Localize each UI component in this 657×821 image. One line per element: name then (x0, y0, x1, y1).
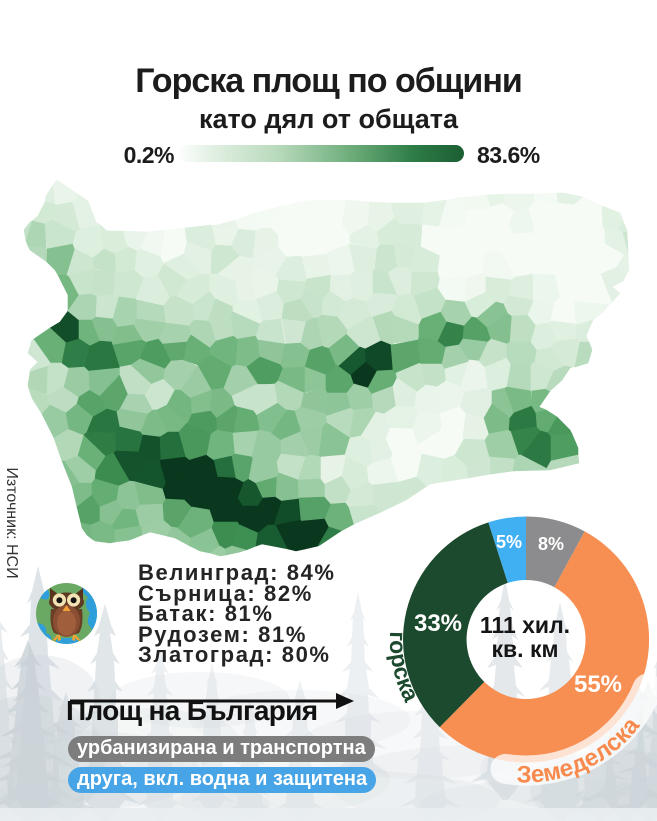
svg-text:5%: 5% (496, 532, 522, 552)
svg-text:кв. км: кв. км (492, 636, 559, 662)
svg-text:111 хил.: 111 хил. (480, 612, 570, 638)
svg-text:33%: 33% (414, 610, 462, 637)
svg-text:8%: 8% (538, 534, 564, 554)
svg-text:55%: 55% (574, 671, 622, 698)
